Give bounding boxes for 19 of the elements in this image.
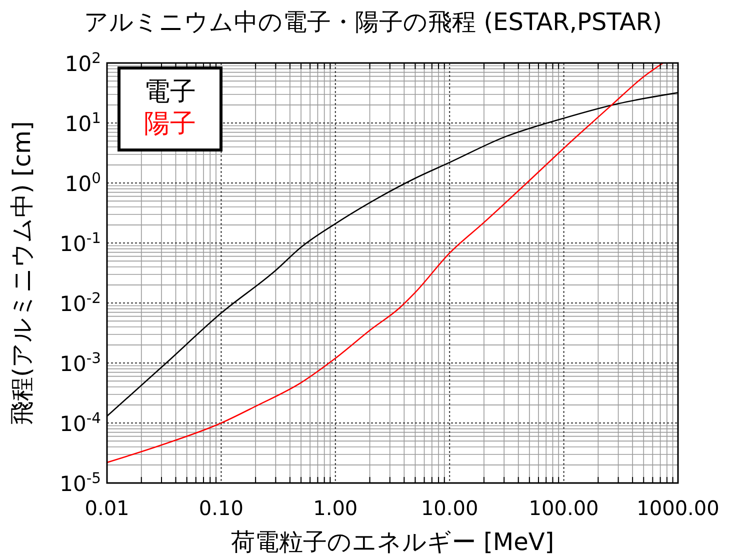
chart-title: アルミニウム中の電子・陽子の飛程 (ESTAR,PSTAR) <box>84 8 662 36</box>
y-tick-label: 10$^{0}$ <box>64 170 101 196</box>
y-tick-label: 10$^{-1}$ <box>60 230 101 256</box>
text: 陽子 <box>144 109 196 139</box>
y-tick-label: 10$^{-4}$ <box>60 410 101 436</box>
y-tick-label: 10$^{1}$ <box>64 110 101 136</box>
x-tick-label: 0.01 <box>84 496 130 520</box>
x-tick-label: 10.00 <box>420 496 478 520</box>
y-tick-label: 10$^{-2}$ <box>60 290 101 316</box>
y-tick-label: 10$^{2}$ <box>64 50 101 76</box>
x-tick-label: 1000.00 <box>636 496 720 520</box>
y-tick-label: 10$^{-5}$ <box>60 470 101 496</box>
x-tick-label: 0.10 <box>198 496 244 520</box>
y-axis-title: 飛程(アルミニウム中) [cm] <box>8 121 36 425</box>
legend-label: 電子 <box>144 77 196 107</box>
x-tick-label: 100.00 <box>528 496 599 520</box>
y-tick-label: 10$^{-3}$ <box>60 350 101 376</box>
x-axis-title: 荷電粒子のエネルギー [MeV] <box>230 528 554 556</box>
x-tick-label: 1.00 <box>313 496 358 520</box>
